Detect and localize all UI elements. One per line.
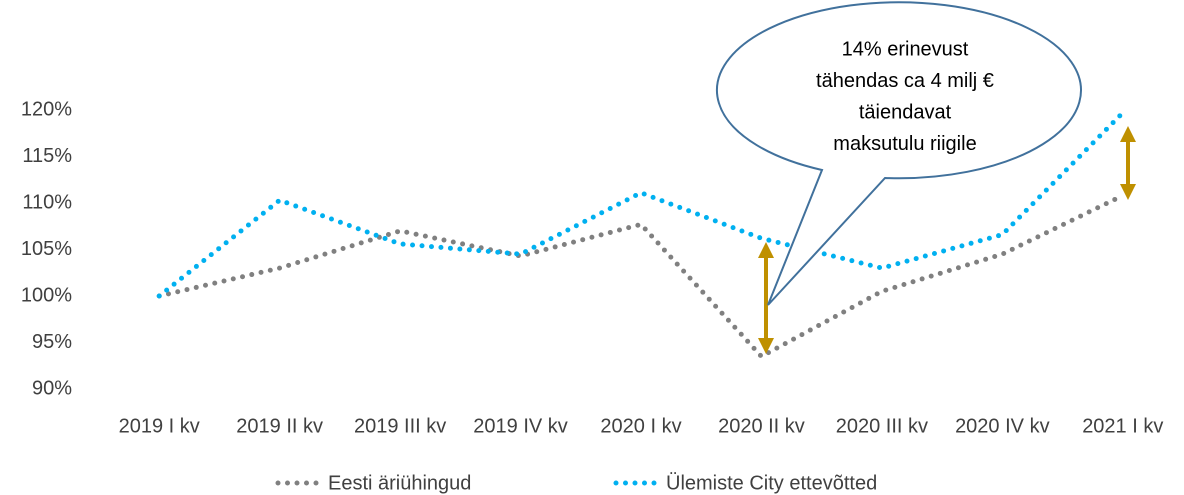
x-tick-label: 2020 I kv bbox=[600, 415, 681, 437]
plot-area: 90% 95% 100% 105% 110% 115% 120% 2019 I kv 2019 … bbox=[21, 98, 1164, 437]
x-tick-label: 2021 I kv bbox=[1082, 415, 1163, 437]
x-tick-label: 2020 II kv bbox=[718, 415, 805, 437]
y-tick-label: 110% bbox=[22, 191, 72, 213]
y-tick-label: 90% bbox=[32, 377, 72, 399]
y-tick-label: 100% bbox=[21, 284, 72, 306]
data-line bbox=[156, 193, 1126, 360]
annotation-text: 14% erinevust bbox=[842, 38, 969, 60]
y-tick-label: 95% bbox=[32, 331, 72, 353]
legend-label: Ülemiste City ettevõtted bbox=[666, 472, 877, 494]
x-tick-label: 2020 IV kv bbox=[955, 415, 1050, 437]
x-tick-label: 2020 III kv bbox=[836, 415, 928, 437]
callout: 14% erinevust tähendas ca 4 milj € täienda… bbox=[716, 1, 1082, 306]
x-tick-label: 2019 II kv bbox=[236, 415, 323, 437]
y-tick-label: 120% bbox=[21, 98, 72, 120]
y-tick-label: 105% bbox=[21, 238, 72, 260]
x-tick-label: 2019 III kv bbox=[354, 415, 446, 437]
y-tick-label: 115% bbox=[22, 145, 72, 167]
annotation-text: maksutulu riigile bbox=[833, 133, 976, 155]
callout-shape bbox=[716, 1, 1082, 306]
legend-label: Eesti äriühingud bbox=[328, 472, 471, 494]
x-tick-label: 2019 IV kv bbox=[473, 415, 568, 437]
annotation-text: täiendavat bbox=[859, 101, 952, 123]
annotation-text: tähendas ca 4 milj € bbox=[816, 70, 994, 92]
x-tick-label: 2019 I kv bbox=[119, 415, 200, 437]
data-line bbox=[156, 110, 1126, 299]
legend: Eesti äriühingud Ülemiste City ettevõtted bbox=[275, 472, 877, 494]
